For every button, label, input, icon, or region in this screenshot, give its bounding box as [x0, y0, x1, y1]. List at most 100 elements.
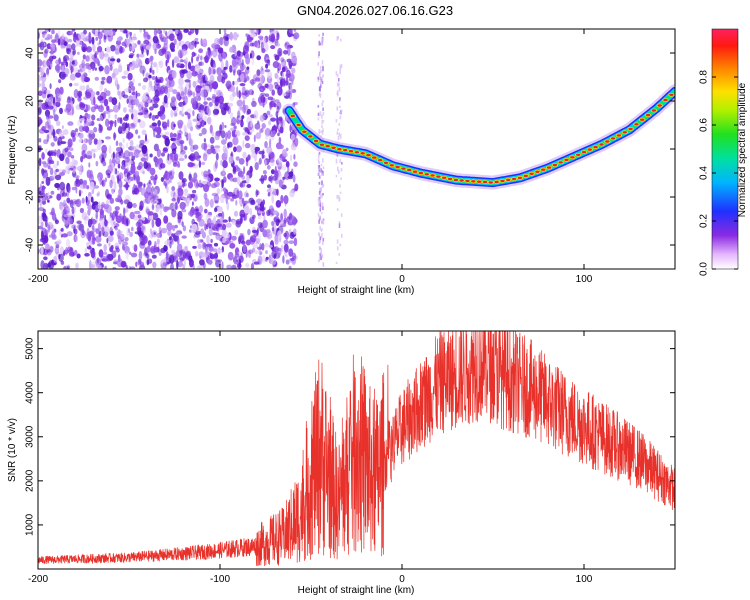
spectrogram-noise-speck [275, 200, 282, 208]
spectrogram-noise-speck [69, 147, 74, 151]
spectrogram-noise-speck [90, 148, 96, 153]
spectrogram-noise-speck [59, 44, 67, 50]
spectrogram-noise-speck [209, 83, 212, 93]
spectrogram-stripe-speck [336, 82, 339, 87]
spectrogram-noise-speck [177, 153, 184, 158]
spectrogram-noise-speck [93, 126, 98, 133]
spectrogram-noise-speck [203, 142, 208, 152]
spectrogram-noise-speck [264, 233, 270, 238]
spectrogram-noise-speck [107, 109, 114, 113]
spectrogram-noise-speck [76, 253, 81, 259]
spectrogram-noise-speck [232, 177, 239, 183]
spectrogram-stripe-speck [338, 170, 340, 174]
spectrogram-noise-speck [264, 159, 267, 166]
spectrogram-noise-speck [121, 152, 126, 157]
spectrogram-noise-speck [161, 48, 166, 54]
ridge-core-red [634, 123, 639, 126]
spectrogram-noise-speck [280, 244, 284, 252]
spectrogram-noise-speck [83, 29, 87, 35]
spectrogram-noise-speck [131, 145, 137, 152]
spectrogram-noise-speck [102, 161, 107, 167]
spectrogram-noise-speck [288, 33, 294, 37]
spectrogram-noise-speck [76, 220, 82, 225]
spectrogram-noise-speck [221, 76, 226, 84]
spectrogram-noise-speck [79, 118, 85, 122]
spectrogram-noise-speck [228, 216, 231, 223]
ridge-core-red [581, 151, 587, 154]
spectrogram-noise-speck [235, 200, 238, 206]
spectrogram-noise-speck [200, 119, 205, 128]
spectrogram-noise-speck [93, 96, 96, 106]
spectrogram-noise-speck [73, 82, 79, 87]
spectrogram-noise-speck [242, 243, 247, 253]
spectrogram-noise-speck [261, 74, 264, 85]
spectrogram-noise-speck [121, 241, 129, 247]
spectrogram-stripe-speck [322, 119, 325, 123]
spectrogram-noise-speck [249, 79, 256, 85]
spectrogram-noise-speck [195, 208, 199, 212]
spectrogram-noise-speck [257, 120, 260, 125]
ridge-core-red [477, 180, 482, 183]
spectrogram-noise-speck [281, 164, 287, 171]
spectrogram-noise-speck [75, 262, 79, 269]
spectrogram-noise-speck [211, 192, 219, 197]
spectrogram-noise-speck [101, 258, 109, 262]
spectrogram-stripe-speck [338, 78, 340, 82]
spectrogram-noise-speck [169, 179, 172, 184]
spectrogram-noise-speck [87, 218, 92, 228]
spectrogram-noise-speck [225, 222, 232, 228]
spectrogram-stripe-speck [318, 240, 321, 244]
spectrogram-noise-speck [245, 174, 250, 184]
spectrogram-noise-speck [187, 211, 193, 216]
spectrogram-noise-speck [255, 29, 259, 35]
spectrogram-stripe-speck [320, 164, 323, 167]
spectrogram-noise-speck [195, 250, 199, 257]
spectrogram-stripe-speck [339, 64, 342, 70]
spectrogram-noise-speck [227, 191, 234, 197]
spectrogram-noise-speck [56, 97, 61, 103]
spectrogram-noise-speck [214, 133, 220, 141]
spectrogram-noise-speck [254, 205, 259, 210]
spectrogram-noise-speck [130, 176, 134, 182]
spectrogram-noise-speck [155, 200, 159, 204]
spectrogram-stripe-speck [340, 213, 343, 217]
spectrogram-noise-speck [268, 244, 273, 248]
spectrogram-noise-speck [104, 177, 107, 183]
top-x-tick-label: -100 [210, 274, 230, 285]
spectrogram-noise-speck [105, 204, 112, 214]
spectrogram-noise-speck [98, 38, 102, 45]
spectrogram-stripe-speck [318, 181, 321, 185]
spectrogram-noise-speck [251, 229, 258, 233]
spectrogram-noise-speck [99, 209, 105, 215]
spectrogram-noise-speck [181, 235, 187, 239]
spectrogram-stripe-speck [336, 90, 339, 95]
spectrogram-noise-speck [154, 114, 159, 119]
spectrogram-stripe-speck [338, 223, 341, 228]
spectrogram-noise-speck [282, 92, 287, 97]
spectrogram-noise-speck [132, 78, 135, 83]
spectrogram-noise-speck [121, 215, 125, 225]
spectrogram-noise-speck [209, 124, 213, 134]
spectrogram-noise-speck [129, 266, 136, 269]
spectrogram-noise-speck [157, 120, 162, 127]
spectrogram-noise-speck [179, 201, 186, 210]
spectrogram-noise-speck [178, 157, 185, 162]
spectrogram-stripe-speck [338, 87, 341, 92]
spectrogram-noise-speck [115, 44, 120, 50]
spectrogram-stripe-speck [320, 130, 323, 133]
spectrogram-noise-speck [203, 101, 208, 105]
ridge-core-red [418, 171, 424, 175]
spectrogram-noise-speck [83, 215, 90, 221]
spectrogram-noise-speck [156, 158, 161, 165]
spectrogram-noise-speck [232, 91, 237, 97]
spectrogram-noise-speck [156, 79, 162, 83]
spectrogram-noise-speck [197, 265, 203, 269]
spectrogram-noise-speck [215, 232, 221, 240]
spectrogram-noise-speck [60, 205, 63, 216]
spectrogram-stripe-speck [320, 251, 322, 256]
spectrogram-noise-speck [227, 251, 234, 261]
top-y-axis-label: Frequency (Hz) [7, 116, 18, 185]
spectrogram-noise-speck [167, 230, 172, 236]
spectrogram-noise-speck [78, 190, 83, 194]
spectrogram-noise-speck [282, 255, 285, 264]
